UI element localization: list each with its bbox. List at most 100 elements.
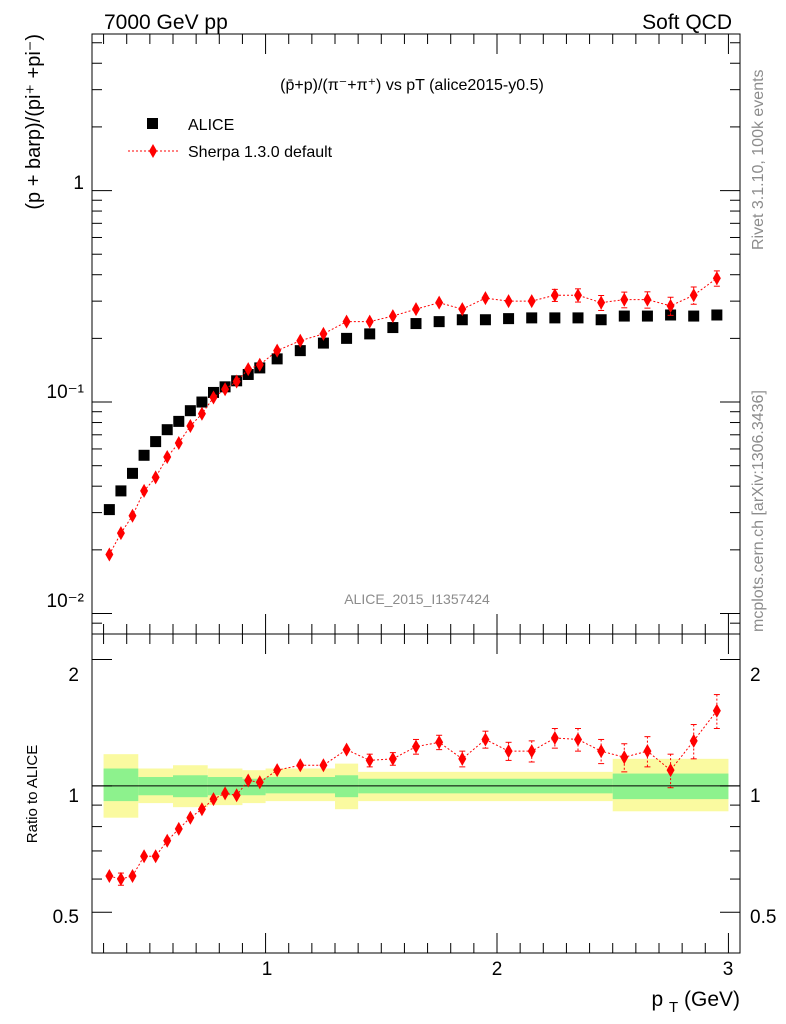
ratio-sherpa-point <box>255 775 264 790</box>
sherpa-point <box>504 294 513 309</box>
sherpa-point <box>186 419 195 434</box>
x-axis-label-sub: T <box>669 999 678 1016</box>
sherpa-point <box>388 309 397 324</box>
alice-point <box>196 396 208 408</box>
ratio-sherpa-point <box>574 732 582 747</box>
sherpa-point <box>255 357 264 372</box>
x-axis-label-text: p <box>651 988 663 1011</box>
sherpa-point <box>105 547 114 562</box>
alice-point <box>103 504 115 516</box>
ratio-sherpa-point <box>232 788 241 803</box>
x-tick-label-2: 2 <box>492 959 503 980</box>
alice-point <box>317 337 329 349</box>
main-data <box>103 270 723 562</box>
rivet-label: Rivet 3.1.10, 100k events <box>750 69 767 250</box>
alice-point <box>456 314 468 326</box>
sherpa-point <box>140 483 149 498</box>
alice-point <box>433 316 445 328</box>
alice-point <box>294 345 306 357</box>
main-title: (p̄+p)/(π⁻+π⁺) vs pT (alice2015-y0.5) <box>280 77 544 94</box>
ratio-y-tick-label-1-right: 1 <box>750 786 761 807</box>
ratio-sherpa-point <box>365 753 374 768</box>
sherpa-point <box>527 294 536 309</box>
ratio-frame <box>91 633 741 954</box>
ratio-sherpa-point <box>140 849 149 864</box>
ratio-sherpa-line <box>109 710 718 880</box>
sherpa-point <box>163 449 172 464</box>
alice-point <box>115 485 127 497</box>
ratio-sherpa-point <box>504 744 513 759</box>
ratio-sherpa-point <box>128 869 137 884</box>
alice-point <box>410 318 422 330</box>
alice-point <box>641 310 653 322</box>
main-ticks <box>92 34 740 635</box>
sherpa-point <box>574 288 582 303</box>
ratio-y-tick-label-0.5-right: 0.5 <box>750 907 776 928</box>
x-axis-label-unit: (GeV) <box>678 988 740 1011</box>
ratio-sherpa-point <box>105 869 114 884</box>
ratio-sherpa-point <box>273 763 282 778</box>
y-tick-label-1: 1 <box>73 173 84 194</box>
x-tick-label-3: 3 <box>723 959 734 980</box>
ratio-data <box>105 694 721 887</box>
ratio-sherpa-point <box>689 733 698 748</box>
ratio-sherpa-point <box>116 872 125 887</box>
ratio-band-green <box>265 776 335 794</box>
sherpa-point <box>244 362 253 377</box>
ratio-y-tick-label-2: 2 <box>68 665 79 686</box>
sherpa-point <box>296 333 305 348</box>
ratio-sherpa-point <box>597 744 606 759</box>
sherpa-point <box>209 390 218 405</box>
ratio-y-tick-label-2-right: 2 <box>750 665 761 686</box>
ratio-sherpa-point <box>481 732 490 747</box>
ratio-sherpa-point <box>620 750 629 765</box>
ratio-ticks <box>92 634 740 954</box>
legend: ALICE Sherpa 1.3.0 default <box>128 117 333 161</box>
ratio-sherpa-point <box>244 773 253 788</box>
sherpa-point <box>689 288 698 303</box>
alice-point <box>549 312 561 324</box>
alice-point <box>364 328 376 340</box>
ratio-sherpa-point <box>209 792 218 807</box>
ratio-sherpa-point <box>221 786 230 801</box>
ratio-sherpa-point <box>163 833 172 848</box>
sherpa-point <box>232 374 241 389</box>
sherpa-point <box>221 382 230 397</box>
ratio-y-tick-label-1: 1 <box>68 786 79 807</box>
ratio-sherpa-point <box>412 739 420 754</box>
ratio-sherpa-point <box>643 744 652 759</box>
alice-point <box>503 313 515 325</box>
alice-point <box>271 353 283 365</box>
ratio-y-tick-label-0.5: 0.5 <box>53 907 79 928</box>
ratio-band-green <box>103 768 139 802</box>
ratio-y-label: Ratio to ALICE <box>24 745 41 843</box>
main-panel: (p̄+p)/(π⁻+π⁺) vs pT (alice2015-y0.5) (p… <box>23 33 741 635</box>
alice-point <box>595 314 607 326</box>
ratio-sherpa-point <box>319 758 328 773</box>
alice-point <box>341 332 353 344</box>
sherpa-point <box>116 526 125 541</box>
alice-point <box>161 424 173 436</box>
sherpa-point <box>128 508 137 523</box>
alice-point <box>150 436 162 448</box>
sherpa-point <box>174 436 183 451</box>
ratio-sherpa-point <box>197 802 206 817</box>
ratio-sherpa-point <box>666 763 675 778</box>
ratio-sherpa-point <box>151 849 160 864</box>
ratio-sherpa-point <box>712 703 721 718</box>
alice-point <box>618 310 630 322</box>
mcplots-label: mcplots.cern.ch [arXiv:1306.3436] <box>750 390 767 632</box>
ratio-sherpa-point <box>296 758 305 773</box>
alice-point <box>526 312 538 324</box>
main-y-label: (p + barp)/(pi⁺ +pi⁻) <box>23 34 45 210</box>
legend-marker-alice <box>147 118 158 129</box>
x-axis-label: p T (GeV) <box>651 988 740 1016</box>
ratio-panel: Ratio to ALICE 2 1 0.5 2 1 0.5 1 2 3 p T… <box>24 633 776 1016</box>
sherpa-point <box>435 295 444 310</box>
alice-point <box>711 309 723 321</box>
header-right: Soft QCD <box>642 11 732 34</box>
ratio-sherpa-point <box>388 751 397 766</box>
ratio-sherpa-point <box>342 742 351 757</box>
alice-point <box>127 467 138 479</box>
alice-point <box>688 310 700 322</box>
